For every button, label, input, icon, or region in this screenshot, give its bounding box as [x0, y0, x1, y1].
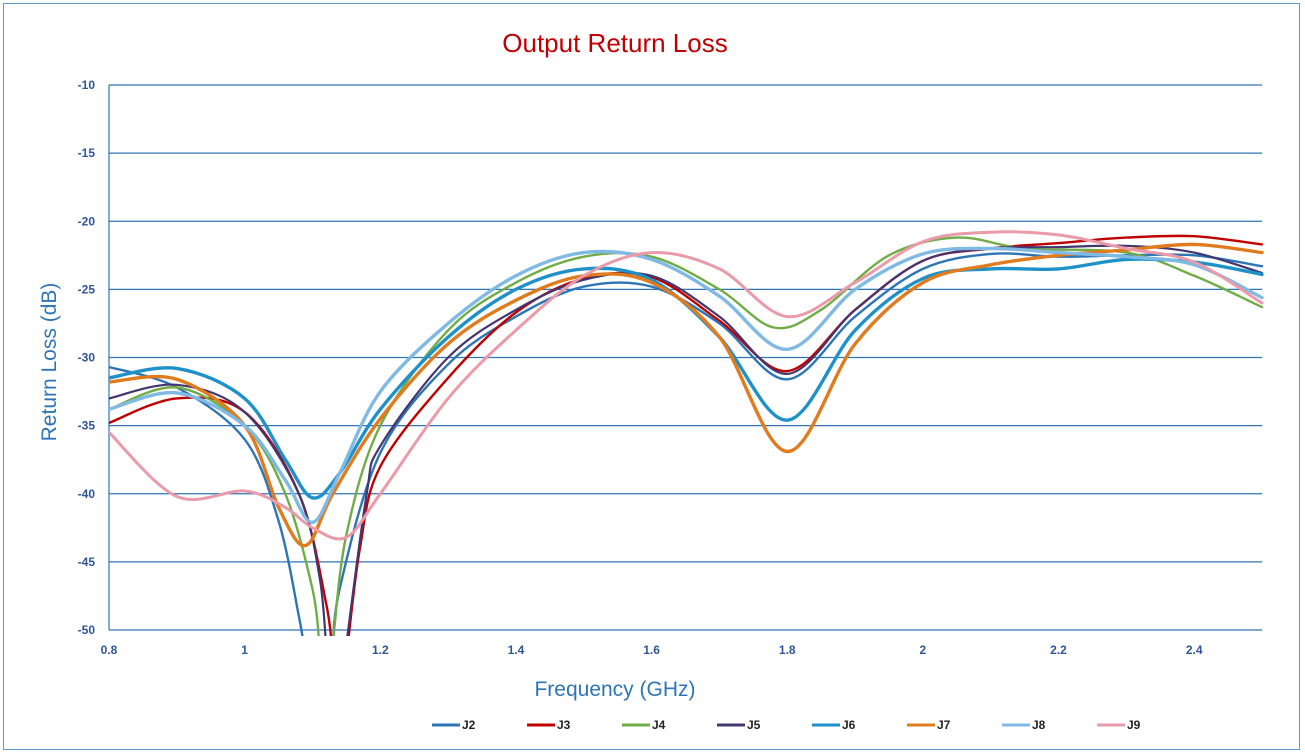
x-tick-label: 1: [241, 643, 248, 657]
series-line-j4: [109, 386, 320, 636]
series-line-j8: [109, 246, 1264, 525]
chart-svg: Output Return Loss -10 -15 -20 -25 -30 -35 -40…: [38, 28, 1264, 732]
legend-label-j5: J5: [747, 718, 761, 732]
x-tick-label: 1.8: [779, 643, 796, 657]
series-lines: [109, 230, 1264, 636]
grid-lines: [108, 84, 1262, 631]
chart-frame: Output Return Loss -10 -15 -20 -25 -30 -35 -40…: [3, 3, 1300, 750]
x-axis-title: Frequency (GHz): [534, 678, 695, 701]
x-tick-label: 0.8: [101, 643, 118, 657]
y-axis-title: Return Loss (dB): [38, 283, 61, 442]
x-tick-label: 1.6: [643, 643, 660, 657]
y-tick-label: -20: [78, 214, 96, 228]
x-tick-label: 1.2: [372, 643, 389, 657]
series-line-j5-b: [346, 244, 1264, 636]
series-line-j3-b: [347, 234, 1264, 636]
legend-label-j4: J4: [652, 718, 666, 732]
series-line-j6: [109, 257, 1264, 500]
legend-label-j6: J6: [842, 718, 856, 732]
legend-label-j2: J2: [462, 718, 476, 732]
y-tick-label: -40: [78, 487, 96, 501]
y-tick-label: -50: [78, 623, 96, 637]
legend-label-j3: J3: [557, 718, 571, 732]
y-tick-label: -10: [78, 78, 96, 92]
y-tick-label: -35: [78, 419, 96, 433]
series-line-j9: [109, 230, 1264, 541]
x-tick-label: 2.2: [1050, 643, 1067, 657]
y-tick-label: -30: [78, 351, 96, 365]
series-line-j7: [109, 242, 1264, 548]
chart-title: Output Return Loss: [502, 28, 727, 58]
series-line-j5: [109, 383, 327, 636]
y-tick-label: -25: [78, 282, 96, 296]
y-tick-label: -45: [78, 555, 96, 569]
x-tick-label: 2: [920, 643, 927, 657]
legend-label-j9: J9: [1127, 718, 1141, 732]
legend-label-j8: J8: [1032, 718, 1046, 732]
series-line-j2-b: [332, 252, 1264, 636]
legend: J2 J3 J4 J5 J6 J7 J8 J9: [432, 718, 1141, 732]
x-tick-label: 1.4: [508, 643, 525, 657]
series-line-j4-b: [332, 236, 1264, 636]
legend-label-j7: J7: [937, 718, 951, 732]
axis-ticks: -10 -15 -20 -25 -30 -35 -40 -45 -50 0.8 1 1.2 1.4 1.6…: [78, 78, 1203, 657]
x-tick-label: 2.4: [1186, 643, 1203, 657]
y-tick-label: -15: [78, 146, 96, 160]
